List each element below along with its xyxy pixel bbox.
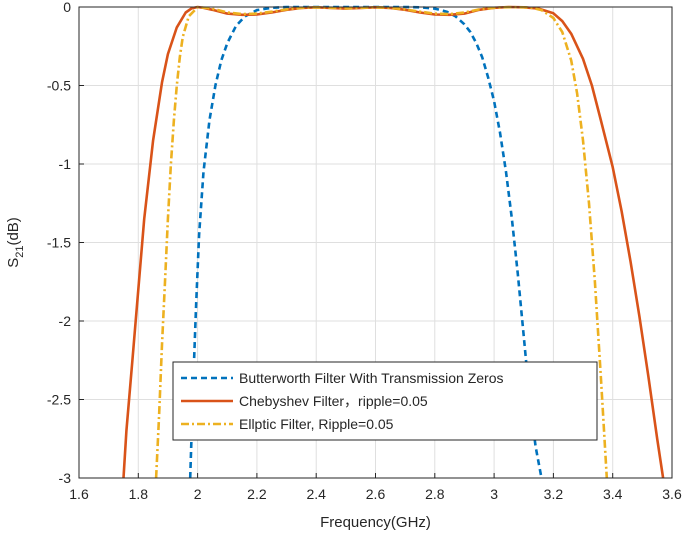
x-axis-label: Frequency(GHz) <box>320 514 431 531</box>
x-tick-label: 2.6 <box>366 486 386 502</box>
legend-label: Butterworth Filter With Transmission Zer… <box>239 370 504 386</box>
x-tick-label: 2.4 <box>306 486 326 502</box>
y-tick-label: -0.5 <box>47 78 71 94</box>
legend: Butterworth Filter With Transmission Zer… <box>172 361 598 441</box>
series-line-3 <box>154 5 609 478</box>
x-tick-label: 2 <box>194 486 202 502</box>
y-axis: 0 -0.5 -1 -1.5 -2 -2.5 -3 <box>47 0 84 486</box>
y-tick-label: -2.5 <box>47 392 71 408</box>
y-tick-label: 0 <box>63 0 71 15</box>
y-tick-label: -3 <box>59 470 72 486</box>
x-tick-label: 3 <box>490 486 498 502</box>
legend-box <box>172 361 598 441</box>
y-axis-label: S21(dB) <box>5 217 26 268</box>
x-tick-label: 3.4 <box>603 486 623 502</box>
legend-label: Chebyshev Filter，ripple=0.05 <box>239 393 428 409</box>
y-tick-label: -1 <box>59 156 72 172</box>
x-tick-label: 3.6 <box>662 486 682 502</box>
x-tick-label: 2.2 <box>247 486 267 502</box>
y-axis-label-sub: 21 <box>14 246 26 258</box>
x-tick-label: 3.2 <box>544 486 564 502</box>
y-tick-label: -2 <box>59 313 72 329</box>
legend-label: Ellptic Filter, Ripple=0.05 <box>239 416 394 432</box>
x-axis: 1.6 1.8 2 2.2 2.4 2.6 2.8 3 3.2 3.4 3.6 <box>69 473 682 502</box>
y-tick-label: -1.5 <box>47 235 71 251</box>
x-tick-label: 2.8 <box>425 486 445 502</box>
y-axis-label-unit: (dB) <box>5 217 22 245</box>
x-tick-label: 1.8 <box>129 486 149 502</box>
x-tick-label: 1.6 <box>69 486 89 502</box>
y-axis-label-main: S <box>5 258 22 268</box>
